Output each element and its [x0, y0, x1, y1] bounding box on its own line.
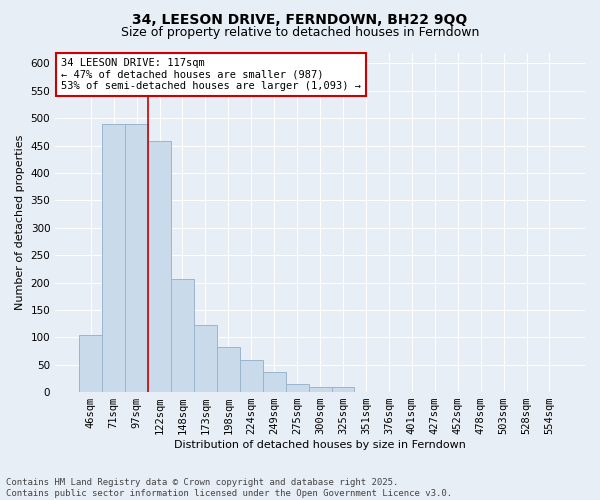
Bar: [171, 278, 194, 392]
Bar: [194, 326, 217, 392]
Bar: [125, 124, 148, 392]
Y-axis label: Number of detached properties: Number of detached properties: [15, 134, 25, 310]
X-axis label: Distribution of detached houses by size in Ferndown: Distribution of detached houses by size …: [174, 440, 466, 450]
Text: 34, LEESON DRIVE, FERNDOWN, BH22 9QQ: 34, LEESON DRIVE, FERNDOWN, BH22 9QQ: [133, 12, 467, 26]
Bar: [79, 334, 102, 392]
Text: Contains HM Land Registry data © Crown copyright and database right 2025.
Contai: Contains HM Land Registry data © Crown c…: [6, 478, 452, 498]
Bar: [263, 372, 286, 392]
Bar: [286, 384, 308, 392]
Bar: [308, 387, 332, 392]
Text: Size of property relative to detached houses in Ferndown: Size of property relative to detached ho…: [121, 26, 479, 39]
Bar: [332, 386, 355, 392]
Text: 34 LEESON DRIVE: 117sqm
← 47% of detached houses are smaller (987)
53% of semi-d: 34 LEESON DRIVE: 117sqm ← 47% of detache…: [61, 58, 361, 92]
Bar: [148, 141, 171, 392]
Bar: [240, 360, 263, 392]
Bar: [217, 347, 240, 392]
Bar: [102, 124, 125, 392]
